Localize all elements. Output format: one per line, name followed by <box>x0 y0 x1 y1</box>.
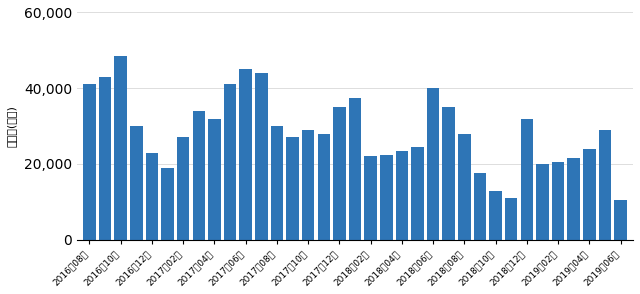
Bar <box>271 126 283 240</box>
Bar <box>130 126 143 240</box>
Bar <box>193 111 205 240</box>
Bar <box>442 107 455 240</box>
Bar <box>474 173 486 240</box>
Bar <box>99 77 111 240</box>
Bar <box>177 138 189 240</box>
Bar <box>380 155 392 240</box>
Bar <box>568 158 580 240</box>
Y-axis label: 거래량(건수): 거래량(건수) <box>7 105 17 147</box>
Bar <box>552 162 564 240</box>
Bar <box>208 118 221 240</box>
Bar <box>583 149 596 240</box>
Bar <box>115 56 127 240</box>
Bar <box>302 130 314 240</box>
Bar <box>458 134 470 240</box>
Bar <box>364 156 377 240</box>
Bar <box>598 130 611 240</box>
Bar <box>224 84 236 240</box>
Bar <box>239 69 252 240</box>
Bar <box>396 151 408 240</box>
Bar <box>317 134 330 240</box>
Bar <box>333 107 346 240</box>
Bar <box>412 147 424 240</box>
Bar <box>614 200 627 240</box>
Bar <box>161 168 174 240</box>
Bar <box>286 138 299 240</box>
Bar <box>83 84 96 240</box>
Bar <box>349 98 361 240</box>
Bar <box>520 118 533 240</box>
Bar <box>490 191 502 240</box>
Bar <box>505 198 518 240</box>
Bar <box>427 88 440 240</box>
Bar <box>255 73 268 240</box>
Bar <box>146 153 158 240</box>
Bar <box>536 164 548 240</box>
